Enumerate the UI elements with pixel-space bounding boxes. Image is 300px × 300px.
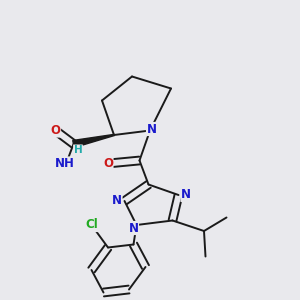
Text: NH: NH — [55, 157, 74, 170]
Text: Cl: Cl — [85, 218, 98, 232]
Text: N: N — [128, 221, 139, 235]
Text: N: N — [112, 194, 122, 208]
Text: O: O — [50, 124, 61, 137]
Polygon shape — [73, 134, 114, 148]
Text: N: N — [181, 188, 191, 202]
Text: H: H — [74, 145, 82, 155]
Text: N: N — [146, 122, 157, 136]
Text: O: O — [103, 157, 113, 170]
